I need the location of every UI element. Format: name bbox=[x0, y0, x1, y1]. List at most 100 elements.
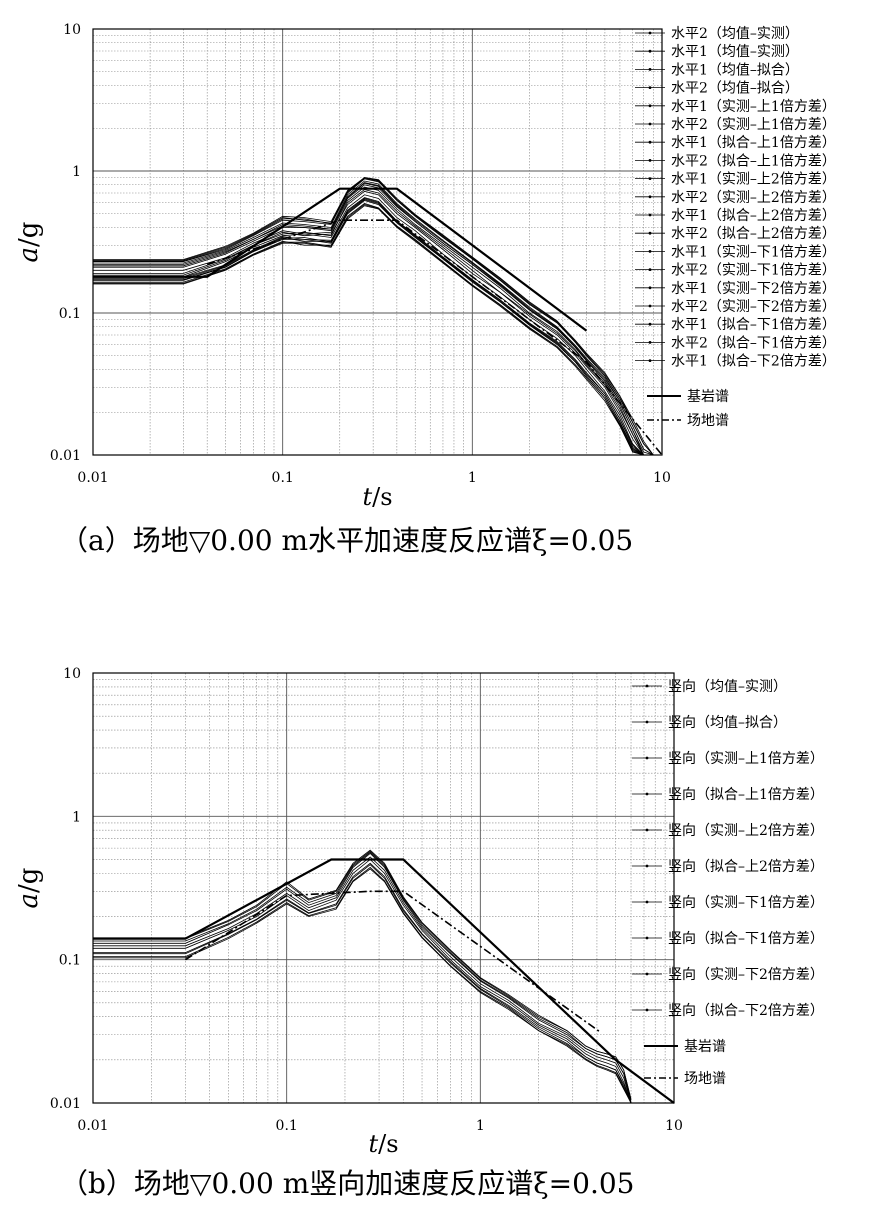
series-2-line bbox=[93, 189, 662, 456]
legend-label: 竖向（拟合–上1倍方差） bbox=[668, 787, 824, 803]
legend-marker bbox=[645, 972, 649, 976]
legend-label: 水平2（均值–实测） bbox=[671, 26, 799, 42]
legend-marker bbox=[648, 304, 652, 308]
legend-marker bbox=[648, 49, 652, 53]
legend-label: 水平2（实测–上2倍方差） bbox=[671, 190, 836, 206]
legend-marker bbox=[648, 268, 652, 271]
series-11-line bbox=[184, 890, 602, 1034]
y-tick-label: 0.01 bbox=[50, 448, 81, 464]
y-tick-label: 1 bbox=[72, 809, 81, 825]
x-tick-label: 0.01 bbox=[77, 470, 108, 486]
legend-label: 水平1（实测–上2倍方差） bbox=[671, 172, 836, 188]
legend-label: 场地谱 bbox=[684, 1071, 726, 1087]
x-tick-label: 1 bbox=[468, 470, 477, 486]
legend-label: 水平1（均值–实测） bbox=[671, 44, 799, 60]
plot-frame bbox=[92, 672, 675, 1104]
legend-marker bbox=[645, 756, 649, 760]
figure-caption: （a）场地▽0.00 m水平加速度反应谱ξ=0.05 bbox=[60, 524, 633, 557]
series-3-line bbox=[93, 186, 662, 456]
legend-marker bbox=[645, 864, 649, 868]
series-10-line bbox=[93, 858, 675, 1104]
x-axis-label: t/s bbox=[368, 1130, 398, 1158]
series-16-line bbox=[93, 199, 662, 456]
legend-label: 竖向（拟合–下2倍方差） bbox=[668, 1003, 824, 1019]
legend: 竖向（均值–实测） 竖向（均值–拟合） 竖向（实测–上1倍方差） 竖向（拟合–上1倍方… bbox=[632, 679, 824, 1087]
legend-marker bbox=[648, 68, 652, 71]
legend-marker bbox=[648, 86, 652, 89]
legend-label: 基岩谱 bbox=[684, 1038, 726, 1055]
series-15-line bbox=[93, 203, 662, 456]
legend-label: 竖向（拟合–下1倍方差） bbox=[668, 931, 824, 947]
series-1-line bbox=[93, 194, 662, 456]
x-tick-label: 10 bbox=[665, 1118, 683, 1134]
legend-label: 竖向（拟合–上2倍方差） bbox=[668, 859, 824, 875]
legend-marker bbox=[648, 177, 652, 181]
legend-label: 竖向（实测–上2倍方差） bbox=[668, 823, 824, 839]
x-tick-label: 0.01 bbox=[77, 1118, 108, 1134]
legend-label: 水平1（实测–下1倍方差） bbox=[671, 244, 836, 260]
legend-marker bbox=[645, 720, 649, 724]
x-tick-label: 10 bbox=[653, 470, 671, 486]
series-9-line bbox=[93, 866, 632, 1104]
chart-panel-a: 0.01 0.1 1 10 10 1 0.1 0.01 t/s a/g 水平2（均值–实测） 水平1（… bbox=[14, 22, 836, 557]
grid bbox=[93, 673, 674, 1103]
legend-label: 水平2（拟合–上1倍方差） bbox=[671, 153, 836, 169]
x-tick-label: 1 bbox=[476, 1118, 485, 1134]
legend-label: 竖向（实测–上1倍方差） bbox=[668, 751, 824, 767]
y-axis-label: a/g bbox=[14, 222, 44, 263]
series-20-line bbox=[206, 219, 663, 456]
series-0-line bbox=[93, 190, 662, 456]
y-axis-label: a/g bbox=[14, 868, 44, 909]
legend-label: 水平1（拟合–上2倍方差） bbox=[671, 208, 836, 224]
series-8-line bbox=[93, 868, 632, 1104]
figure-caption: （b）场地▽0.00 m竖向加速度反应谱ξ=0.05 bbox=[60, 1167, 634, 1200]
series-19-line bbox=[93, 187, 588, 332]
y-tick-label: 10 bbox=[63, 22, 81, 38]
series-14-line bbox=[93, 205, 662, 456]
series-7-line bbox=[93, 862, 632, 1104]
series-4-line bbox=[93, 184, 662, 456]
legend-marker bbox=[648, 104, 652, 108]
legend-marker bbox=[645, 828, 649, 832]
legend-marker bbox=[645, 684, 649, 688]
y-tick-label: 0.1 bbox=[59, 306, 81, 322]
legend-label: 水平2（实测–上1倍方差） bbox=[671, 117, 836, 133]
series-5-line bbox=[93, 849, 632, 1099]
series-0-line bbox=[93, 858, 632, 1104]
grid bbox=[93, 29, 662, 455]
legend-label: 水平2（拟合–上2倍方差） bbox=[671, 226, 836, 242]
legend-label: 水平1（实测–上1倍方差） bbox=[671, 99, 836, 115]
legend-marker bbox=[645, 936, 649, 940]
legend-marker bbox=[648, 231, 652, 235]
series-12-line bbox=[93, 200, 662, 456]
legend-marker bbox=[648, 140, 652, 144]
series-1-line bbox=[93, 856, 632, 1104]
legend-marker bbox=[645, 792, 649, 796]
series-4-line bbox=[93, 850, 632, 1101]
series-7-line bbox=[93, 180, 662, 456]
legend: 水平2（均值–实测） 水平1（均值–实测） 水平1（均值–拟合） 水平2（均值–拟合）… bbox=[635, 26, 836, 429]
series-3-line bbox=[93, 851, 632, 1102]
x-tick-label: 0.1 bbox=[272, 470, 294, 486]
series-10-line bbox=[93, 177, 662, 456]
legend-marker bbox=[648, 341, 652, 344]
legend-marker bbox=[648, 322, 652, 326]
series-17-line bbox=[93, 197, 662, 456]
legend-label: 竖向（均值–实测） bbox=[668, 679, 787, 695]
x-tick-label: 0.1 bbox=[276, 1118, 298, 1134]
legend-label: 竖向（实测–下2倍方差） bbox=[668, 967, 824, 983]
legend-marker bbox=[648, 159, 652, 162]
legend-label: 水平1（均值–拟合） bbox=[671, 62, 799, 78]
series-11-line bbox=[93, 177, 662, 456]
series-9-line bbox=[93, 177, 662, 456]
legend-label: 水平1（拟合–上1倍方差） bbox=[671, 135, 836, 151]
series-6-line bbox=[93, 864, 632, 1104]
series-5-line bbox=[93, 182, 662, 456]
legend-marker bbox=[645, 1008, 649, 1012]
series-lines bbox=[93, 177, 663, 456]
legend-label: 场地谱 bbox=[687, 413, 729, 429]
legend-label: 基岩谱 bbox=[687, 388, 729, 405]
legend-marker bbox=[648, 195, 652, 199]
